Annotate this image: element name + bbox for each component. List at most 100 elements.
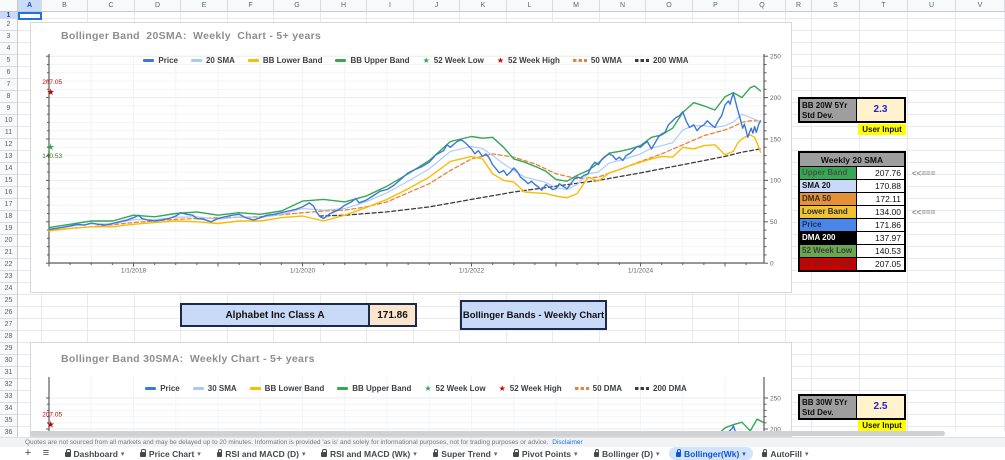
weekly-table-label[interactable]: Upper Band (800, 167, 857, 179)
bb20-chart-card[interactable]: Bollinger Band 20SMA: Weekly Chart - 5+ … (30, 22, 792, 293)
weekly-table-value[interactable]: 140.53 (857, 245, 904, 257)
column-header-V[interactable]: V (956, 0, 1005, 12)
row-header-7[interactable]: 7 (0, 79, 18, 91)
tab-autofill[interactable]: AutoFill ▾ (755, 447, 816, 460)
column-header-P[interactable]: P (693, 0, 739, 12)
column-header-U[interactable]: U (908, 0, 956, 12)
row-header-20[interactable]: 20 (0, 235, 18, 247)
weekly-table-value[interactable]: 207.76 (857, 167, 904, 179)
row-header-9[interactable]: 9 (0, 103, 18, 115)
bb30-chart-card[interactable]: Bollinger Band 30SMA: Weekly Chart - 5+ … (30, 342, 792, 437)
chevron-down-icon[interactable]: ▾ (301, 450, 306, 458)
column-header-Q[interactable]: Q (739, 0, 786, 12)
weekly-table-value[interactable]: 171.86 (857, 219, 904, 231)
tab-bollinger-wk-[interactable]: Bollinger(Wk) ▾ (668, 447, 753, 460)
row-header-31[interactable]: 31 (0, 367, 18, 379)
row-header-16[interactable]: 16 (0, 187, 18, 199)
tab-super-trend[interactable]: Super Trend ▾ (426, 447, 505, 460)
row-header-29[interactable]: 29 (0, 343, 18, 355)
column-header-R[interactable]: R (786, 0, 812, 12)
horizontal-scrollbar[interactable] (30, 431, 945, 436)
row-header-35[interactable]: 35 (0, 415, 18, 427)
row-header-15[interactable]: 15 (0, 175, 18, 187)
row-header-23[interactable]: 23 (0, 271, 18, 283)
column-header-T[interactable]: T (860, 0, 908, 12)
column-header-D[interactable]: D (135, 0, 181, 12)
disclaimer-link[interactable]: Disclaimer (552, 439, 583, 446)
column-header-N[interactable]: N (600, 0, 646, 12)
weekly-table-label[interactable]: 52 Week High (800, 258, 857, 270)
column-header-B[interactable]: B (42, 0, 88, 12)
bb20-stddev-input-cell[interactable]: 2.3 (856, 99, 904, 121)
row-header-1[interactable]: 1 (0, 12, 18, 19)
column-header-J[interactable]: J (414, 0, 460, 12)
row-header-25[interactable]: 25 (0, 295, 18, 307)
tab-price-chart[interactable]: Price Chart ▾ (133, 447, 207, 460)
row-header-8[interactable]: 8 (0, 91, 18, 103)
column-header-H[interactable]: H (321, 0, 367, 12)
weekly-table-value[interactable]: 170.88 (857, 180, 904, 192)
row-header-12[interactable]: 12 (0, 139, 18, 151)
weekly-table-label[interactable]: DMA 200 (800, 232, 857, 244)
all-sheets-icon[interactable]: ≡ (42, 447, 50, 459)
row-header-5[interactable]: 5 (0, 55, 18, 67)
add-sheet-icon[interactable]: + (24, 447, 32, 459)
row-header-17[interactable]: 17 (0, 199, 18, 211)
chevron-down-icon[interactable]: ▾ (742, 450, 746, 458)
row-header-27[interactable]: 27 (0, 319, 18, 331)
row-header-26[interactable]: 26 (0, 307, 18, 319)
row-header-13[interactable]: 13 (0, 151, 18, 163)
chevron-down-icon[interactable]: ▾ (120, 450, 125, 458)
row-header-22[interactable]: 22 (0, 259, 18, 271)
column-header-F[interactable]: F (228, 0, 274, 12)
chevron-down-icon[interactable]: ▾ (493, 450, 498, 458)
column-header-S[interactable]: S (812, 0, 860, 12)
row-header-11[interactable]: 11 (0, 127, 18, 139)
weekly-table-value[interactable]: 172.11 (857, 193, 904, 205)
column-header-O[interactable]: O (646, 0, 693, 12)
weekly-table-label[interactable]: DMA 50 (800, 193, 857, 205)
row-header-34[interactable]: 34 (0, 403, 18, 415)
row-header-18[interactable]: 18 (0, 211, 18, 223)
weekly-table-label[interactable]: SMA 20 (800, 180, 857, 192)
column-header-K[interactable]: K (460, 0, 507, 12)
row-header-24[interactable]: 24 (0, 283, 18, 295)
stock-price-cell[interactable]: 171.86 (368, 305, 415, 325)
select-all-corner[interactable] (0, 0, 18, 12)
weekly-table-value[interactable]: 134.00 (857, 206, 904, 218)
tab-dashboard[interactable]: Dashboard ▾ (58, 447, 131, 460)
stock-name-cell[interactable]: Alphabet Inc Class A (182, 305, 368, 325)
weekly-table-value[interactable]: 207.05 (857, 258, 904, 270)
column-header-C[interactable]: C (88, 0, 135, 12)
tab-rsi-and-macd-d-[interactable]: RSI and MACD (D) ▾ (210, 447, 313, 460)
row-header-2[interactable]: 2 (0, 19, 18, 31)
row-header-10[interactable]: 10 (0, 115, 18, 127)
row-header-19[interactable]: 19 (0, 223, 18, 235)
selected-cell-a1[interactable] (18, 12, 42, 20)
row-header-33[interactable]: 33 (0, 391, 18, 403)
chevron-down-icon[interactable]: ▾ (197, 450, 201, 458)
column-header-L[interactable]: L (507, 0, 553, 12)
column-header-G[interactable]: G (274, 0, 321, 12)
weekly-table-label[interactable]: 52 Week Low (800, 245, 857, 257)
column-header-I[interactable]: I (367, 0, 414, 12)
tab-rsi-and-macd-wk-[interactable]: RSI and MACD (Wk) ▾ (314, 447, 423, 460)
weekly-table-label[interactable]: Price (800, 219, 857, 231)
row-header-30[interactable]: 30 (0, 355, 18, 367)
bb30-stddev-input-cell[interactable]: 2.5 (856, 396, 904, 418)
tab-pivot-points[interactable]: Pivot Points ▾ (506, 447, 584, 460)
row-header-14[interactable]: 14 (0, 163, 18, 175)
weekly-table-value[interactable]: 137.97 (857, 232, 904, 244)
row-header-6[interactable]: 6 (0, 67, 18, 79)
tab-bollinger-d-[interactable]: Bollinger (D) ▾ (587, 447, 667, 460)
row-header-3[interactable]: 3 (0, 31, 18, 43)
column-header-E[interactable]: E (181, 0, 228, 12)
chevron-down-icon[interactable]: ▾ (574, 450, 578, 458)
chevron-down-icon[interactable]: ▾ (413, 450, 417, 458)
weekly-table-label[interactable]: Lower Band (800, 206, 857, 218)
column-header-M[interactable]: M (553, 0, 600, 12)
row-header-32[interactable]: 32 (0, 379, 18, 391)
chevron-down-icon[interactable]: ▾ (656, 450, 660, 458)
column-header-A[interactable]: A (18, 0, 42, 12)
row-header-4[interactable]: 4 (0, 43, 18, 55)
